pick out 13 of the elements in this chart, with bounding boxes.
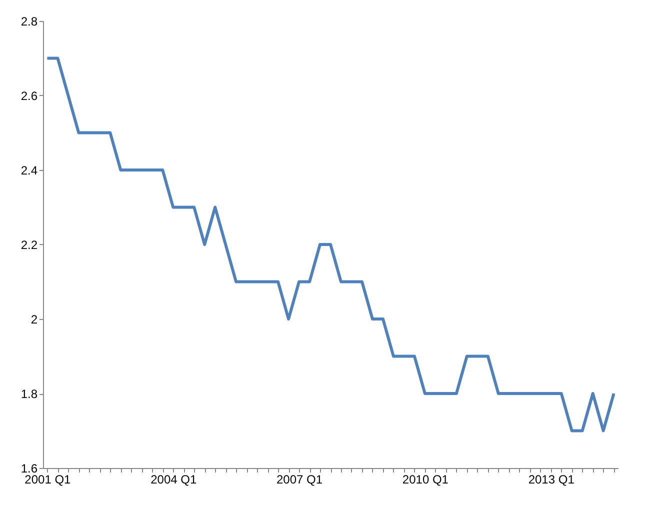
y-tick-label: 1.8 <box>20 387 38 401</box>
y-tick-label: 2.2 <box>20 238 38 252</box>
y-tick-label: 2.4 <box>20 164 38 178</box>
y-tick-label: 2.6 <box>20 89 38 103</box>
line-series <box>46 56 616 432</box>
y-tick-label: 2 <box>30 312 38 326</box>
y-tick-label: 2.8 <box>20 14 38 28</box>
y-tick-label: 1.6 <box>20 462 38 476</box>
x-tick-label: 2013 Q1 <box>528 472 575 486</box>
x-tick-label: 2001 Q1 <box>24 472 72 486</box>
x-tick-label: 2010 Q1 <box>402 472 449 486</box>
x-tick-label: 2004 Q1 <box>150 472 197 486</box>
x-tick-label: 2007 Q1 <box>276 472 323 486</box>
